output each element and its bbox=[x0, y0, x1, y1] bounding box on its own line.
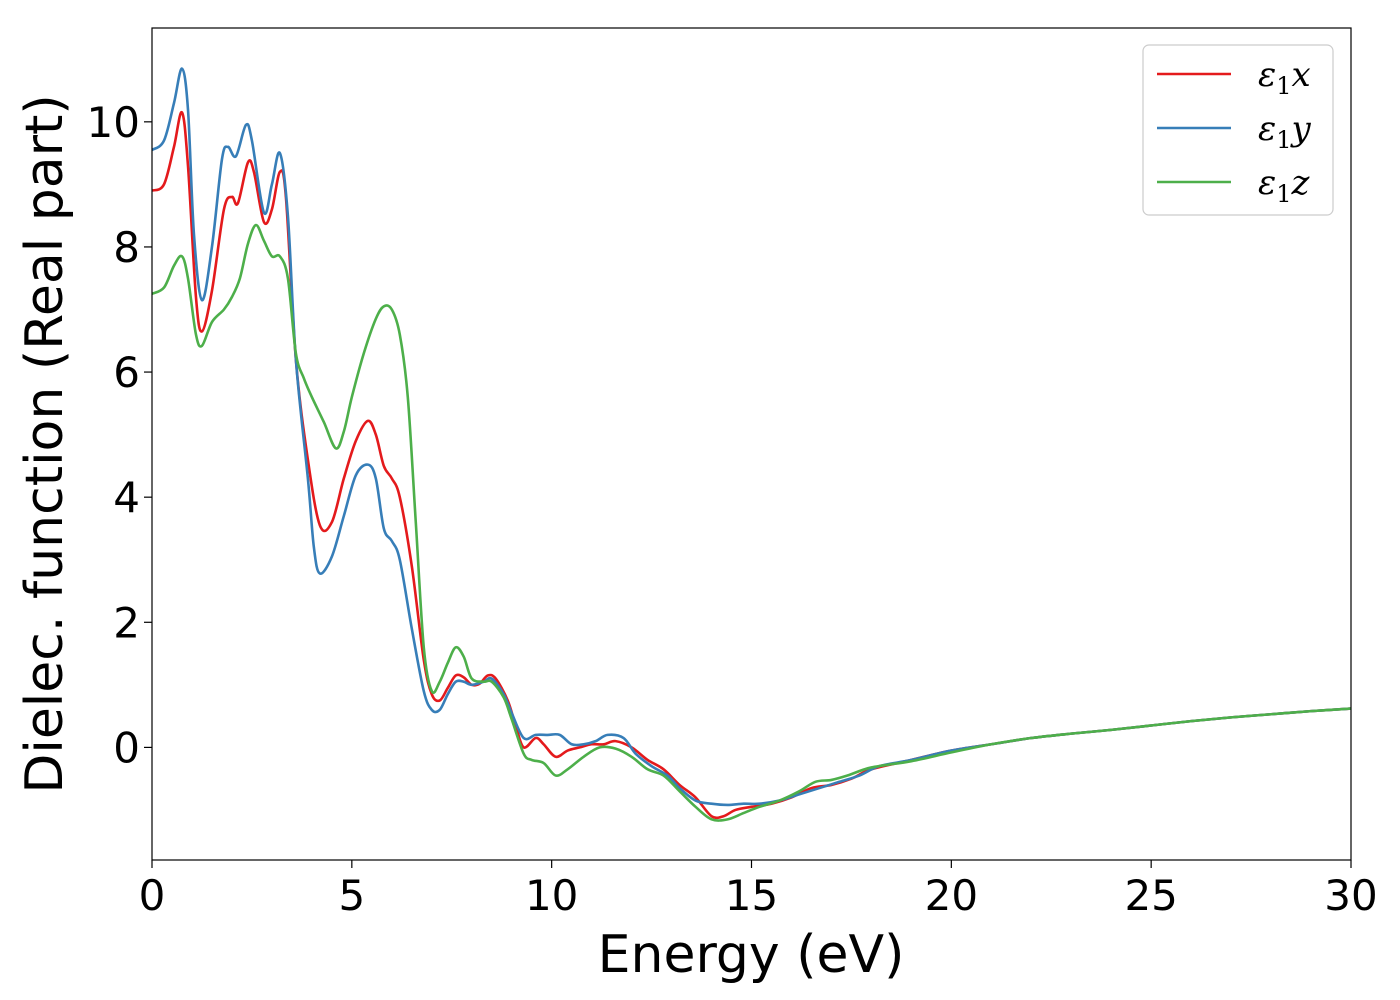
y-tick-label: 8 bbox=[113, 223, 140, 272]
y-tick-label: 0 bbox=[113, 723, 140, 772]
x-tick-label: 20 bbox=[925, 871, 978, 920]
x-tick-label: 10 bbox=[525, 871, 578, 920]
x-tick-label: 5 bbox=[338, 871, 365, 920]
x-axis: 0 5 10 15 20 25 30 bbox=[139, 860, 1378, 920]
y-axis-title: Dielec. function (Real part) bbox=[15, 94, 75, 793]
x-tick-label: 15 bbox=[725, 871, 778, 920]
legend: ε1x ε1y ε1z bbox=[1142, 44, 1334, 216]
y-axis: 0 2 4 6 8 10 bbox=[87, 98, 152, 772]
y-tick-label: 6 bbox=[113, 348, 140, 397]
y-tick-label: 10 bbox=[87, 98, 140, 147]
series-line-z bbox=[152, 223, 1351, 822]
legend-label-y: ε1y bbox=[1258, 109, 1312, 154]
x-tick-label: 30 bbox=[1324, 871, 1377, 920]
legend-label-z: ε1z bbox=[1258, 163, 1311, 208]
legend-box bbox=[1142, 44, 1334, 216]
x-axis-title: Energy (eV) bbox=[598, 925, 905, 985]
legend-label-x: ε1x bbox=[1258, 55, 1311, 100]
y-tick-label: 2 bbox=[113, 598, 140, 647]
x-tick-label: 0 bbox=[139, 871, 166, 920]
series-layer bbox=[152, 67, 1351, 822]
y-tick-label: 4 bbox=[113, 473, 140, 522]
x-tick-label: 25 bbox=[1124, 871, 1177, 920]
